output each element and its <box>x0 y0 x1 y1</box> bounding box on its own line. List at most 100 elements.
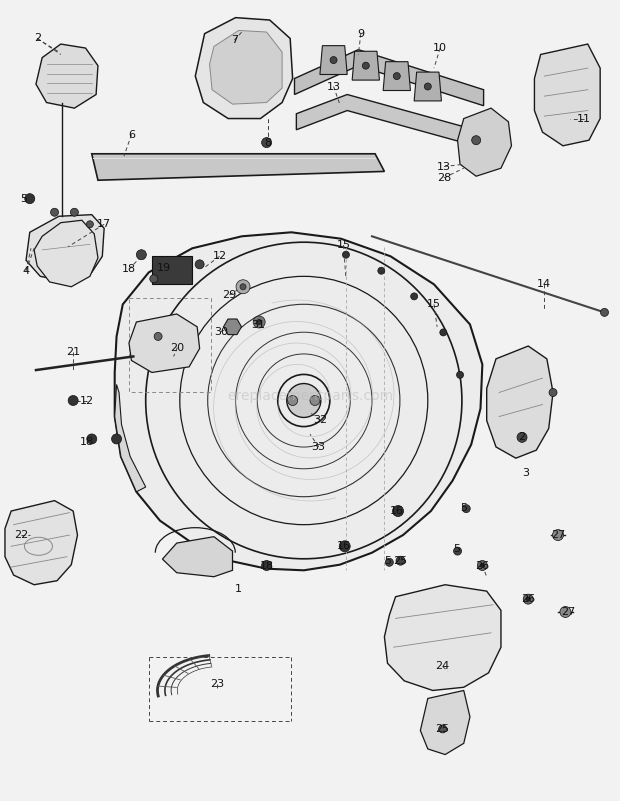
Polygon shape <box>34 220 98 287</box>
Text: 12: 12 <box>80 396 94 405</box>
Text: 19: 19 <box>157 263 171 272</box>
Text: 11: 11 <box>577 114 591 123</box>
Circle shape <box>424 83 432 90</box>
Polygon shape <box>487 346 553 458</box>
Circle shape <box>477 561 487 570</box>
Circle shape <box>410 293 418 300</box>
Circle shape <box>480 564 484 567</box>
Polygon shape <box>383 62 410 91</box>
Circle shape <box>362 62 370 69</box>
Text: 8: 8 <box>264 138 272 147</box>
Circle shape <box>112 434 122 444</box>
Polygon shape <box>296 95 484 148</box>
Circle shape <box>262 561 272 570</box>
Circle shape <box>154 332 162 340</box>
Circle shape <box>262 138 272 147</box>
Text: 27: 27 <box>551 530 565 540</box>
Polygon shape <box>223 319 242 335</box>
Polygon shape <box>115 384 146 492</box>
Circle shape <box>392 505 404 517</box>
Circle shape <box>549 388 557 396</box>
Circle shape <box>456 372 464 378</box>
Circle shape <box>253 316 265 328</box>
Circle shape <box>517 433 527 442</box>
Text: 28: 28 <box>437 173 451 183</box>
Text: 1: 1 <box>235 584 242 594</box>
Circle shape <box>68 396 78 405</box>
Text: 15: 15 <box>337 240 350 250</box>
Text: 2: 2 <box>33 34 41 43</box>
Text: 15: 15 <box>427 300 441 309</box>
Polygon shape <box>352 51 379 80</box>
Circle shape <box>257 320 262 324</box>
Circle shape <box>195 260 204 269</box>
Text: 22: 22 <box>14 530 28 540</box>
Circle shape <box>51 208 58 216</box>
Polygon shape <box>195 18 293 119</box>
Circle shape <box>288 396 298 405</box>
Circle shape <box>396 556 405 566</box>
Text: 18: 18 <box>80 437 94 447</box>
Circle shape <box>463 505 470 513</box>
Circle shape <box>236 280 250 294</box>
Text: 4: 4 <box>22 266 30 276</box>
Text: 27: 27 <box>561 607 575 617</box>
Polygon shape <box>162 537 232 577</box>
Text: 18: 18 <box>260 561 273 570</box>
Polygon shape <box>458 108 512 176</box>
Text: 13: 13 <box>437 162 451 171</box>
Polygon shape <box>384 585 501 690</box>
Text: 20: 20 <box>170 343 184 352</box>
Circle shape <box>526 598 530 601</box>
Circle shape <box>71 208 78 216</box>
Circle shape <box>523 594 533 604</box>
Polygon shape <box>36 44 98 108</box>
Text: 25: 25 <box>394 556 407 566</box>
Text: 13: 13 <box>327 82 340 91</box>
Text: 17: 17 <box>97 219 111 229</box>
Polygon shape <box>210 30 282 104</box>
Circle shape <box>393 73 401 79</box>
Text: 23: 23 <box>210 679 224 689</box>
Circle shape <box>339 541 350 552</box>
Circle shape <box>86 221 94 227</box>
Polygon shape <box>420 690 470 755</box>
Polygon shape <box>92 154 384 180</box>
Polygon shape <box>534 44 600 146</box>
Circle shape <box>240 284 246 290</box>
Circle shape <box>310 396 320 405</box>
Polygon shape <box>5 501 77 585</box>
Circle shape <box>552 529 564 541</box>
Text: 25: 25 <box>436 724 449 734</box>
Polygon shape <box>115 232 482 570</box>
Polygon shape <box>26 215 104 282</box>
Text: 2: 2 <box>518 433 526 442</box>
Circle shape <box>439 725 446 733</box>
Circle shape <box>386 558 393 566</box>
Circle shape <box>378 268 385 274</box>
Text: 33: 33 <box>312 442 326 452</box>
Text: 14: 14 <box>538 279 551 288</box>
Text: 26: 26 <box>476 561 489 570</box>
Text: 7: 7 <box>231 35 238 45</box>
Circle shape <box>342 252 350 258</box>
Circle shape <box>440 329 447 336</box>
Text: 12: 12 <box>213 252 226 261</box>
Text: 16: 16 <box>390 506 404 516</box>
Circle shape <box>330 57 337 63</box>
Circle shape <box>560 606 571 618</box>
Text: 30: 30 <box>214 327 228 336</box>
Polygon shape <box>320 46 347 74</box>
Text: 3: 3 <box>522 468 529 477</box>
Text: 5: 5 <box>453 545 460 554</box>
Text: 5: 5 <box>20 194 27 203</box>
Text: 5: 5 <box>460 503 467 513</box>
Text: 21: 21 <box>66 348 80 357</box>
Text: 31: 31 <box>251 320 265 330</box>
Polygon shape <box>414 72 441 101</box>
Text: 10: 10 <box>433 43 447 53</box>
Text: ereplacementparts.com: ereplacementparts.com <box>227 389 393 404</box>
Text: 18: 18 <box>122 264 136 274</box>
Circle shape <box>87 434 97 444</box>
Ellipse shape <box>286 384 321 417</box>
